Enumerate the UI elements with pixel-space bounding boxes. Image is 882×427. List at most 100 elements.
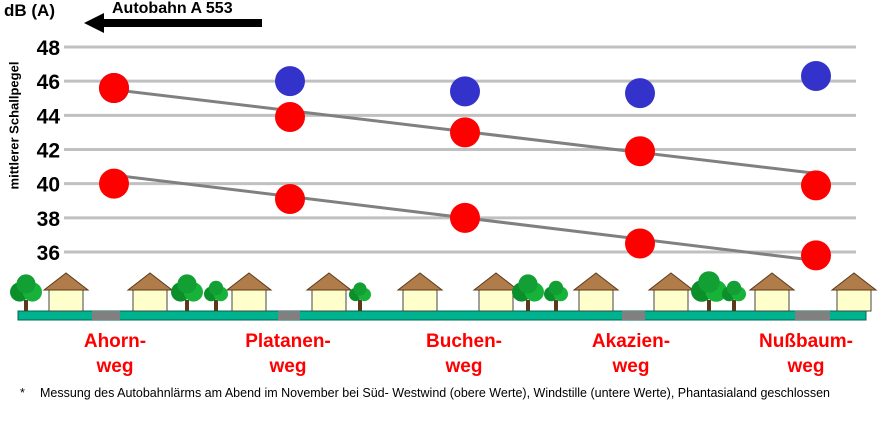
tree-icon <box>349 282 371 311</box>
tree-trunk <box>185 300 189 311</box>
data-point <box>99 73 129 103</box>
tree-trunk <box>554 300 558 311</box>
street-line1: Nußbaum- <box>759 331 853 352</box>
house-wall <box>754 287 790 312</box>
road-gap <box>92 311 120 320</box>
house-icon <box>748 272 796 312</box>
street-line1: Platanen- <box>245 331 331 352</box>
house-roof <box>472 272 520 291</box>
tree-crown <box>353 282 367 296</box>
data-point <box>801 240 831 271</box>
street-label-akazienweg: Akazien- weg <box>576 329 686 379</box>
street-label-nussbaumweg: Nußbaum- weg <box>751 329 861 379</box>
house-wall <box>653 287 689 312</box>
house-roof <box>126 272 174 291</box>
tree-crown <box>726 280 742 296</box>
y-tick-label: 44 <box>37 105 61 128</box>
tree-trunk <box>526 300 530 311</box>
tree-crown <box>177 274 197 294</box>
street-line1: Akazien- <box>591 331 671 352</box>
y-tick-label: 48 <box>37 37 61 60</box>
tree-icon <box>511 274 545 311</box>
house-roof <box>572 272 620 291</box>
tree-trunk <box>358 300 362 311</box>
street-line2: weg <box>612 356 650 377</box>
data-point <box>275 184 305 215</box>
house-wall <box>311 287 347 312</box>
house-roof <box>42 272 90 291</box>
arrow-left-icon <box>84 13 262 33</box>
street-line2: weg <box>445 356 483 377</box>
tree-crown <box>16 274 36 294</box>
house-wall <box>402 287 438 312</box>
house-roof <box>748 272 796 291</box>
data-point <box>275 66 305 97</box>
y-tick-label: 36 <box>37 242 60 265</box>
road-arrow <box>84 13 262 33</box>
tree-crown <box>518 274 538 294</box>
data-points <box>99 61 831 271</box>
y-tick-labels: 36 38 40 42 44 46 48 <box>37 37 61 265</box>
street-line1: Buchen- <box>426 331 502 352</box>
house-icon <box>305 272 353 312</box>
data-point <box>450 76 480 107</box>
street-line2: weg <box>787 356 825 377</box>
road-gap <box>278 311 300 320</box>
street-line1: Ahorn- <box>83 331 147 352</box>
house-wall <box>132 287 168 312</box>
data-point <box>625 78 655 109</box>
street-label-ahornweg: Ahorn- weg <box>60 329 170 379</box>
house-icon <box>472 272 520 312</box>
data-point <box>99 168 129 199</box>
y-tick-label: 40 <box>37 174 60 197</box>
tree-icon <box>722 280 746 311</box>
y-tick-label: 38 <box>37 208 61 231</box>
tree-icon <box>171 274 203 311</box>
data-point <box>450 117 480 148</box>
data-point <box>801 170 831 201</box>
street-label-platanenweg: Platanen- weg <box>233 329 343 379</box>
data-point <box>625 228 655 259</box>
house-roof <box>305 272 353 291</box>
house-wall <box>478 287 514 312</box>
y-tick-label: 42 <box>37 140 60 163</box>
y-tick-label: 46 <box>37 71 60 94</box>
footnote-text: Messung des Autobahnlärms am Abend im No… <box>40 386 830 400</box>
house-wall <box>836 287 872 312</box>
tree-icon <box>204 280 228 311</box>
house-wall <box>231 287 267 312</box>
house-roof <box>647 272 695 291</box>
data-point <box>625 136 655 167</box>
y-axis-label: mittlerer Schallpegel <box>6 61 22 190</box>
house-icon <box>647 272 695 312</box>
house-wall <box>48 287 84 312</box>
house-roof <box>225 272 273 291</box>
tree-crown <box>208 280 224 296</box>
house-icon <box>126 272 174 312</box>
road-gap <box>795 311 830 320</box>
house-roof <box>396 272 444 291</box>
tree-crown <box>698 271 720 293</box>
data-point <box>801 61 831 92</box>
house-roof <box>830 272 878 291</box>
tree-trunk <box>24 300 28 311</box>
street-line2: weg <box>269 356 307 377</box>
footnote-star: * <box>20 386 25 400</box>
tree-trunk <box>732 300 736 311</box>
house-icon <box>225 272 273 312</box>
tree-icon <box>544 280 568 311</box>
tree-icon <box>691 271 727 311</box>
data-point <box>275 102 305 133</box>
street-label-buchenweg: Buchen- weg <box>409 329 519 379</box>
house-icon <box>572 272 620 312</box>
data-point <box>450 202 480 233</box>
tree-crown <box>548 280 564 296</box>
street-line2: weg <box>96 356 134 377</box>
house-icon <box>42 272 90 312</box>
road-gap <box>622 311 645 320</box>
house-icon <box>396 272 444 312</box>
tree-icon <box>10 274 42 311</box>
tree-trunk <box>707 300 711 311</box>
house-wall <box>578 287 614 312</box>
